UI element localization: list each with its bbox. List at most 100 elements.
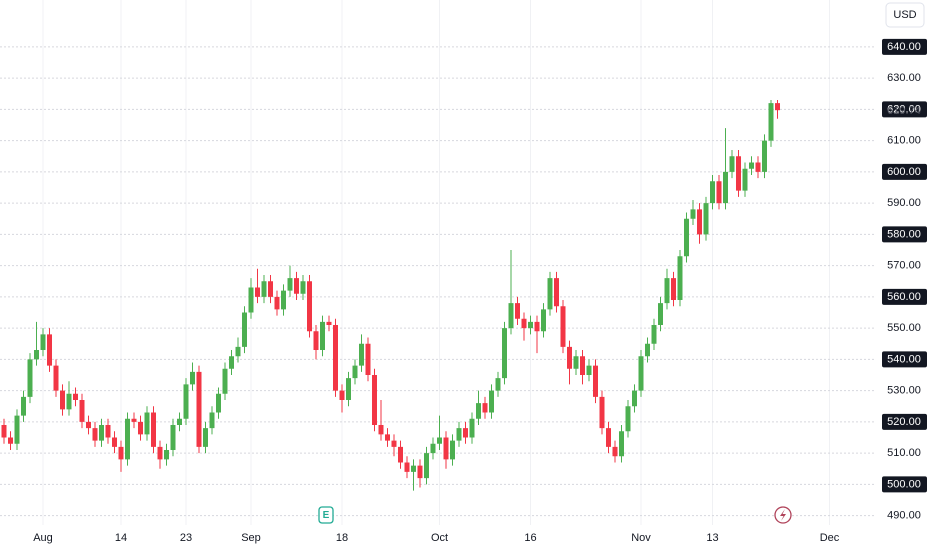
y-tick-label: 590.00	[887, 197, 921, 209]
candle-body	[34, 350, 39, 360]
x-tick-label: Aug	[33, 532, 53, 544]
candle-body	[755, 162, 761, 172]
candle-body	[710, 181, 715, 204]
candle-body	[268, 281, 273, 297]
candle-body	[573, 356, 579, 369]
y-tick-label: 570.00	[887, 260, 921, 272]
y-tick-label: 550.00	[887, 322, 921, 334]
candle-body	[417, 465, 423, 479]
candle-body	[541, 309, 546, 332]
tick-label-box	[882, 101, 927, 118]
candle-body	[554, 278, 559, 307]
x-tick-label: 13	[706, 532, 718, 544]
candle-body	[547, 278, 553, 310]
candle-body	[593, 365, 598, 397]
y-tick-label: 490.00	[887, 510, 921, 522]
candle-body	[671, 278, 676, 300]
candle-body	[196, 371, 202, 447]
candle-body	[209, 412, 215, 429]
candle-body	[521, 318, 527, 329]
candle-body	[216, 393, 221, 413]
candle-body	[346, 378, 351, 400]
x-tick-label: 23	[180, 532, 192, 544]
candle-body	[690, 209, 696, 219]
candle-body	[632, 390, 637, 407]
candle-body	[398, 446, 403, 463]
y-tick-label: 540.00	[887, 353, 921, 365]
candle-body	[768, 103, 774, 141]
candle-body	[86, 421, 91, 429]
y-tick-label: 640.00	[887, 41, 921, 53]
candle-body	[424, 453, 429, 479]
tick-label-box	[882, 226, 927, 243]
candle-body	[261, 281, 267, 297]
candle-body	[463, 428, 468, 438]
y-tick-label: 630.00	[887, 72, 921, 84]
candle-body	[287, 278, 293, 291]
y-tick-label: 610.00	[887, 135, 921, 147]
candle-body	[73, 393, 78, 400]
candle-body	[21, 396, 26, 416]
earnings-label[interactable]: E	[323, 510, 330, 521]
candle-body	[320, 321, 325, 350]
candle-body	[53, 365, 59, 391]
currency-button[interactable]	[885, 2, 925, 28]
candle-body	[164, 450, 169, 460]
candle-body	[495, 378, 501, 391]
candle-body	[131, 418, 137, 422]
y-tick-label: 580.00	[887, 228, 921, 240]
x-tick-label: Dec	[820, 532, 840, 544]
candle-body	[333, 325, 338, 391]
candle-body	[456, 428, 462, 441]
plot	[0, 0, 875, 525]
candle-body	[294, 278, 299, 294]
candle-body	[580, 356, 585, 375]
tick-label-box	[882, 351, 927, 368]
candle-body	[606, 428, 611, 447]
y-tick-label: 500.00	[887, 478, 921, 490]
candle-body	[281, 290, 286, 310]
candle-body	[703, 203, 709, 235]
candle-body	[619, 431, 624, 457]
candle-body	[112, 437, 117, 447]
candle-body	[502, 328, 507, 379]
candle-body	[352, 365, 358, 379]
last-price-label: 619.74	[887, 105, 921, 117]
candle-body	[157, 446, 163, 460]
x-tick-label: Nov	[631, 532, 651, 544]
candle-body	[190, 371, 195, 385]
candle-body	[170, 425, 176, 450]
candle-body	[125, 418, 130, 460]
candle-body	[60, 390, 65, 410]
candle-body	[638, 356, 644, 391]
candle-body	[79, 400, 85, 422]
candle-body	[365, 343, 371, 375]
candle-body	[528, 321, 533, 329]
candle-body	[151, 412, 156, 447]
candle-body	[723, 171, 728, 204]
candle-body	[105, 425, 111, 438]
x-tick-label: Sep	[241, 532, 261, 544]
candle-body	[476, 403, 481, 419]
x-tick-label: 14	[115, 532, 127, 544]
candle-body	[430, 443, 436, 454]
candle-body	[138, 421, 143, 435]
candle-body	[8, 437, 13, 444]
candle-body	[40, 334, 46, 350]
currency-label[interactable]: USD	[893, 9, 916, 21]
candle-body	[248, 287, 254, 313]
candle-body	[300, 281, 306, 294]
x-tick-label: Oct	[431, 532, 448, 544]
earnings-marker[interactable]	[318, 506, 334, 524]
candle-body	[14, 415, 20, 444]
candle-body	[560, 306, 566, 347]
candle-body	[437, 437, 442, 444]
candle-body	[177, 418, 182, 425]
tick-label-box	[882, 288, 927, 305]
candle-body	[144, 412, 150, 435]
candle-body	[658, 303, 663, 325]
candle-body	[482, 403, 488, 413]
candle-body	[645, 343, 650, 357]
candle-body	[729, 156, 735, 172]
